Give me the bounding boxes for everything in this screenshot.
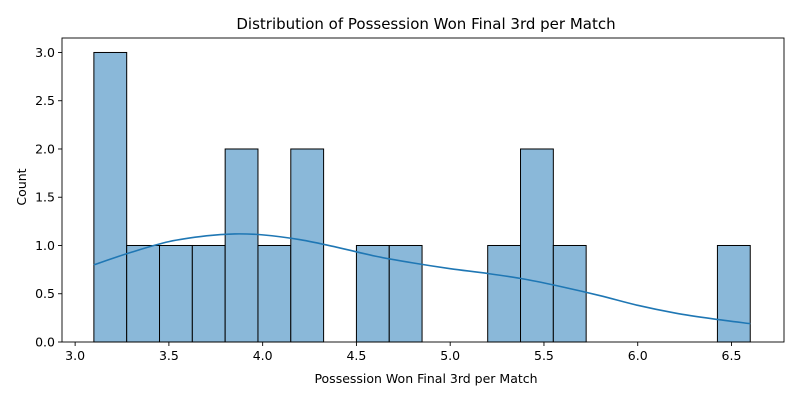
y-tick-label: 0.5 (35, 286, 55, 301)
histogram-bar (290, 148, 325, 343)
x-axis-label: Possession Won Final 3rd per Match (314, 371, 537, 386)
x-tick-label: 3.5 (159, 348, 179, 363)
x-tick-label: 6.0 (628, 348, 648, 363)
x-tick-label: 5.5 (534, 348, 554, 363)
x-tick-label: 6.5 (722, 348, 742, 363)
x-tick-label: 3.0 (65, 348, 85, 363)
x-axis-ticks: 3.0 3.5 4.0 4.5 5.0 5.5 6.0 6.5 (65, 342, 741, 363)
y-tick-label: 1.5 (35, 190, 55, 205)
histogram-bar (126, 244, 161, 343)
y-axis-label: Count (14, 168, 29, 205)
y-tick-label: 2.0 (35, 141, 55, 156)
histogram-bar (159, 244, 193, 343)
histogram-bar (355, 244, 390, 343)
histogram-bar (257, 244, 292, 343)
y-tick-label: 2.5 (35, 93, 55, 108)
histogram-bar (224, 148, 259, 343)
histogram-bar (191, 244, 226, 343)
x-tick-label: 4.5 (346, 348, 366, 363)
kde-curve (93, 233, 751, 325)
histogram-bar (520, 148, 554, 343)
histogram-bar (93, 51, 128, 343)
histogram-bar (716, 244, 751, 343)
x-tick-label: 4.0 (253, 348, 273, 363)
histogram-bar (552, 244, 587, 343)
y-tick-label: 0.0 (35, 335, 55, 350)
y-tick-label: 3.0 (35, 45, 55, 60)
histogram-bars (93, 51, 751, 343)
x-tick-label: 5.0 (440, 348, 460, 363)
plot-frame (61, 37, 785, 343)
y-tick-label: 1.0 (35, 238, 55, 253)
y-axis-ticks: 0.0 0.5 1.0 1.5 2.0 2.5 3.0 (35, 45, 62, 350)
chart-title: Distribution of Possession Won Final 3rd… (236, 15, 615, 33)
histogram-bar (487, 244, 522, 343)
